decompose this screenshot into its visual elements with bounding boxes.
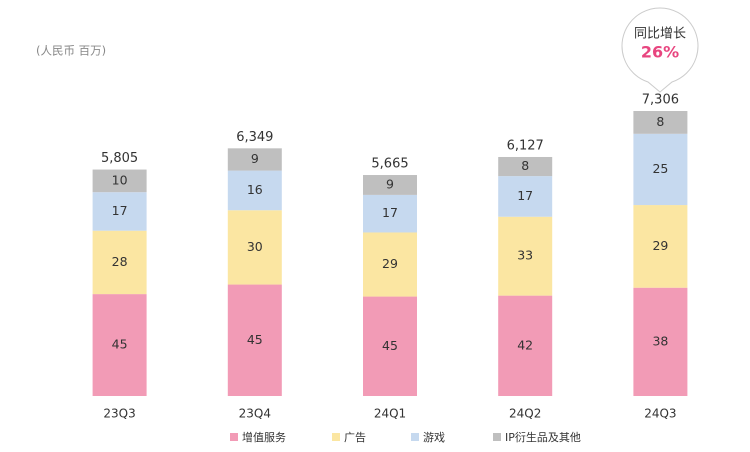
bar-segment: [227, 210, 282, 285]
total-label: 5,805: [101, 151, 138, 166]
bar-segment: [92, 230, 147, 295]
legend-swatch: [230, 433, 238, 441]
bar-segment: [92, 169, 147, 193]
bar-segment: [92, 294, 147, 396]
segment-label: 38: [652, 333, 668, 348]
x-tick-label: 23Q3: [103, 407, 135, 421]
bar-segment: [498, 176, 553, 217]
segment-label: 29: [652, 238, 668, 253]
x-tick-label: 24Q3: [644, 407, 676, 421]
total-label: 6,127: [507, 138, 544, 153]
legend-swatch: [411, 433, 419, 441]
legend-swatch: [332, 433, 340, 441]
bar-segment: [498, 156, 553, 177]
total-label: 6,349: [236, 130, 273, 145]
segment-label: 45: [112, 337, 128, 352]
segment-label: 17: [382, 205, 398, 220]
bar-segment: [363, 232, 417, 297]
bar-segment: [227, 284, 282, 396]
bar-segment: [633, 287, 688, 396]
callout-title: 同比增长: [634, 27, 686, 42]
legend-label: 增值服务: [242, 430, 286, 444]
legend-label: IP衍生品及其他: [505, 430, 581, 444]
total-label: 7,306: [642, 93, 679, 108]
segment-label: 10: [112, 172, 128, 187]
segment-label: 45: [247, 332, 263, 347]
bar-segment: [227, 148, 282, 171]
segment-label: 17: [112, 203, 128, 218]
bar-segment: [633, 133, 688, 206]
segment-label: 30: [247, 239, 263, 254]
segment-label: 33: [517, 248, 533, 263]
segment-label: 45: [382, 338, 398, 353]
x-tick-label: 24Q2: [509, 407, 541, 421]
bar-segment: [633, 205, 688, 288]
segment-label: 28: [112, 254, 128, 269]
bar-segment: [363, 194, 417, 233]
total-label: 5,665: [371, 157, 408, 172]
bar-segment: [363, 175, 417, 195]
segment-label: 8: [521, 158, 529, 173]
legend-label: 游戏: [423, 431, 445, 444]
legend-swatch: [493, 433, 501, 441]
segment-label: 9: [251, 151, 259, 166]
x-tick-label: 24Q1: [374, 407, 406, 421]
bar-segment: [92, 192, 147, 231]
callout-value: 26%: [641, 43, 679, 62]
bar-segment: [633, 111, 688, 134]
segment-label: 9: [386, 176, 394, 191]
segment-label: 29: [382, 256, 398, 271]
segment-label: 16: [247, 182, 263, 197]
bar-segment: [363, 296, 417, 396]
segment-label: 8: [656, 114, 664, 129]
unit-label: (人民币 百万): [36, 44, 106, 58]
segment-label: 25: [652, 161, 668, 176]
callout-bubble: [621, 7, 699, 93]
segment-label: 17: [517, 188, 533, 203]
x-tick-label: 23Q4: [239, 407, 271, 421]
bar-segment: [498, 216, 553, 296]
legend-label: 广告: [344, 431, 366, 444]
segment-label: 42: [517, 337, 533, 352]
bar-segment: [498, 295, 553, 396]
bar-segment: [227, 170, 282, 211]
